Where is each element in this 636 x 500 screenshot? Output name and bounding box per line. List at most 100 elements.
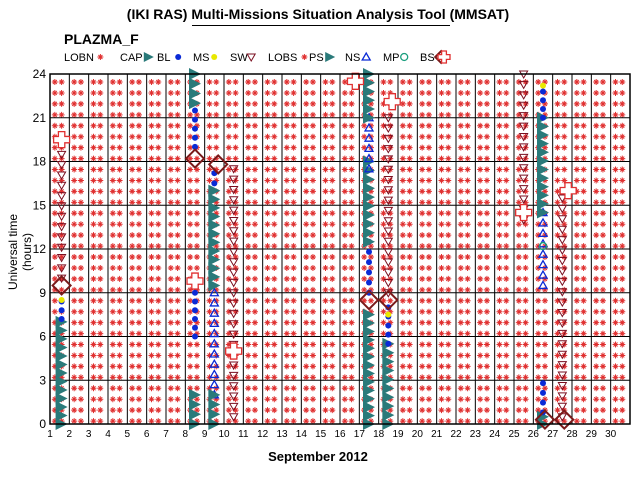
crossing-marker bbox=[559, 182, 577, 200]
x-tick-label: 26 bbox=[528, 429, 540, 440]
x-tick-label: 29 bbox=[586, 429, 598, 440]
bow-shock-marker bbox=[358, 289, 380, 311]
y-tick-labels: 0 3 6 9 12 15 18 21 24 bbox=[33, 67, 47, 431]
x-tick-label: 14 bbox=[296, 429, 308, 440]
legend: LOBN CAP BL MS SW LOBS PS NS MP BS bbox=[64, 49, 451, 65]
background-column bbox=[515, 79, 529, 425]
x-tick-label: 4 bbox=[105, 429, 111, 440]
x-tick-label: 22 bbox=[450, 429, 462, 440]
x-tick-label: 25 bbox=[508, 429, 520, 440]
x-tick-label: 7 bbox=[163, 429, 169, 440]
x-tick-label: 27 bbox=[547, 429, 559, 440]
background-column bbox=[167, 79, 181, 425]
x-tick-label: 30 bbox=[605, 429, 617, 440]
background-column bbox=[612, 79, 626, 425]
x-tick-label: 21 bbox=[431, 429, 443, 440]
background-column bbox=[593, 79, 606, 425]
legend-item-lobn: LOBN bbox=[64, 52, 104, 64]
legend-item-ps: PS bbox=[309, 52, 336, 64]
background-column bbox=[264, 79, 278, 425]
background-column bbox=[90, 79, 104, 425]
legend-label: MP bbox=[383, 52, 400, 64]
legend-label: BS bbox=[420, 52, 435, 64]
grid bbox=[49, 73, 631, 425]
x-tick-label: 2 bbox=[67, 429, 73, 440]
segment-ms bbox=[385, 311, 392, 318]
background-markers bbox=[51, 79, 626, 425]
x-tick-labels: 1 2 3 4 5 6 7 8 9 10 11 12 13 14 15 16 17 18 19 20 21 22 23 24 2… bbox=[47, 429, 616, 440]
crossing-marker bbox=[52, 130, 71, 149]
y-tick-label: 3 bbox=[39, 373, 46, 387]
segment-bl bbox=[540, 88, 546, 121]
background-column bbox=[283, 79, 297, 425]
background-column bbox=[419, 79, 432, 425]
segment-mp bbox=[538, 241, 548, 251]
x-tick-label: 8 bbox=[183, 429, 189, 440]
x-tick-label: 19 bbox=[392, 429, 404, 440]
y-tick-label: 0 bbox=[39, 417, 46, 431]
legend-label: SW bbox=[230, 52, 248, 64]
y-axis-title: Universal time (hours) bbox=[6, 213, 34, 291]
legend-item-lobs: LOBS bbox=[268, 52, 308, 64]
background-column bbox=[322, 79, 336, 425]
x-tick-label: 6 bbox=[144, 429, 150, 440]
crossing-marker bbox=[225, 342, 243, 360]
segment-cap bbox=[363, 68, 375, 124]
legend-label: CAP bbox=[120, 52, 143, 64]
x-tick-label: 23 bbox=[470, 429, 482, 440]
chart-subtitle: PLAZMA_F bbox=[64, 31, 139, 47]
x-tick-label: 17 bbox=[354, 429, 366, 440]
bow-shock-marker bbox=[377, 289, 399, 311]
background-column bbox=[109, 79, 123, 425]
segment-cap bbox=[208, 184, 221, 292]
background-column bbox=[573, 79, 587, 425]
y-tick-label: 15 bbox=[33, 198, 47, 212]
y-tick-label: 6 bbox=[39, 330, 46, 344]
y-tick-label: 24 bbox=[33, 67, 47, 81]
title-underline bbox=[192, 25, 450, 26]
x-tick-label: 24 bbox=[489, 429, 501, 440]
y-tick-label: 12 bbox=[33, 242, 47, 256]
segment-cap bbox=[55, 315, 68, 430]
x-tick-label: 28 bbox=[566, 429, 578, 440]
bow-shock-marker bbox=[51, 275, 73, 296]
legend-label: NS bbox=[345, 52, 360, 64]
x-tick-label: 5 bbox=[125, 429, 131, 440]
bow-shock-marker bbox=[534, 409, 556, 431]
background-column bbox=[457, 79, 471, 425]
background-column bbox=[303, 79, 316, 425]
segment-cap bbox=[382, 337, 395, 430]
segment-bl bbox=[192, 107, 198, 150]
background-column bbox=[341, 79, 355, 425]
x-tick-label: 13 bbox=[276, 429, 288, 440]
legend-label: LOBS bbox=[268, 52, 297, 64]
legend-item-ns: NS bbox=[345, 51, 372, 64]
x-tick-label: 12 bbox=[257, 429, 269, 440]
region-segments bbox=[55, 68, 568, 430]
background-column bbox=[148, 79, 162, 425]
page-title: (IKI RAS) Multi-Missions Situation Analy… bbox=[126, 6, 510, 22]
y-tick-label: 9 bbox=[39, 286, 46, 300]
legend-item-sw: SW bbox=[230, 52, 257, 64]
crossing-marker bbox=[383, 93, 401, 111]
plot-frame bbox=[49, 73, 631, 425]
x-axis-title: September 2012 bbox=[268, 449, 368, 464]
x-tick-label: 3 bbox=[86, 429, 92, 440]
legend-item-mp: MP bbox=[383, 52, 409, 64]
crossing-marker bbox=[186, 272, 204, 290]
x-tick-label: 18 bbox=[373, 429, 385, 440]
x-tick-label: 11 bbox=[238, 429, 249, 440]
background-column bbox=[71, 79, 84, 425]
x-tick-label: 1 bbox=[47, 429, 53, 440]
background-column bbox=[245, 79, 258, 425]
x-tick-label: 20 bbox=[412, 429, 424, 440]
legend-item-cap: CAP bbox=[120, 52, 154, 64]
background-column bbox=[129, 79, 142, 425]
y-tick-label: 18 bbox=[33, 155, 47, 169]
legend-item-cross bbox=[437, 50, 451, 64]
boundary-markers bbox=[51, 72, 577, 431]
crossing-marker bbox=[346, 72, 365, 90]
segment-bl bbox=[192, 289, 198, 340]
x-tick-label: 16 bbox=[334, 429, 346, 440]
